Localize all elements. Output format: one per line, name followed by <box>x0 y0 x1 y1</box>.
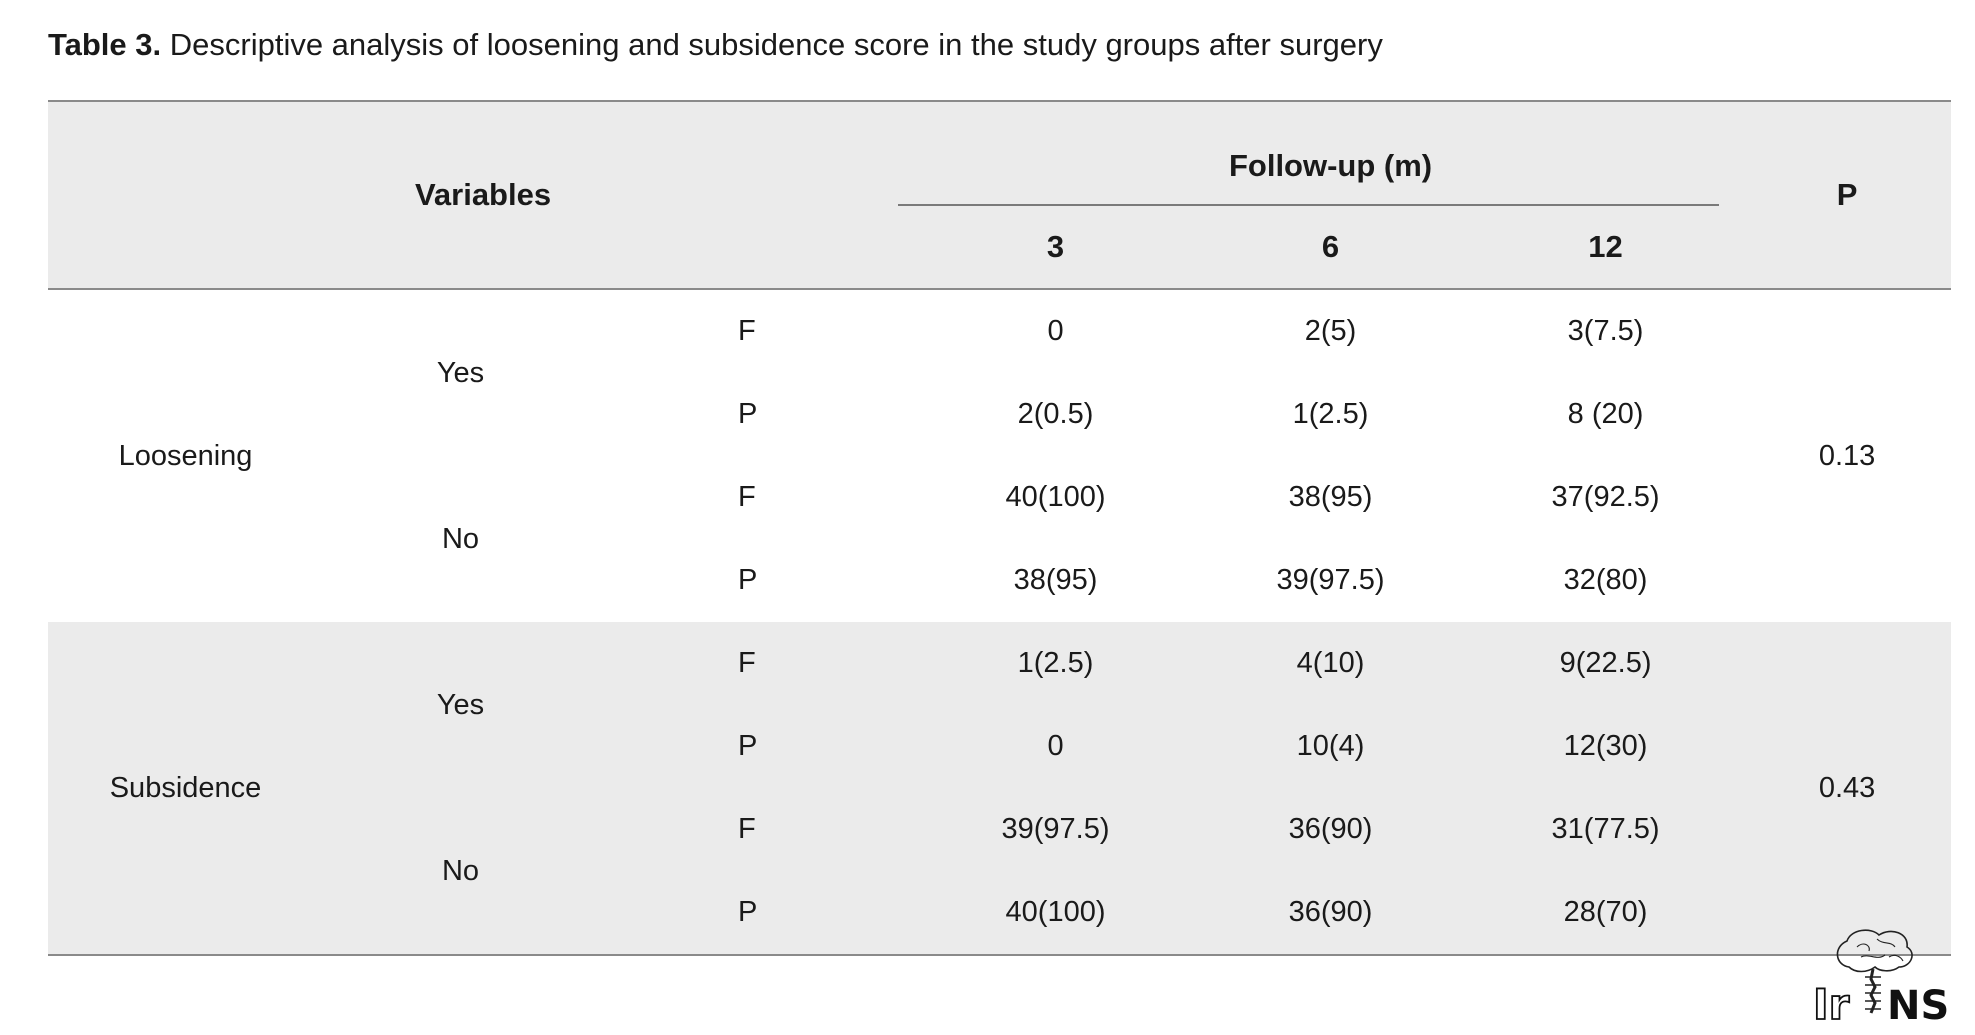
group-p-value: 0.13 <box>1818 439 1876 472</box>
table-cell: 2(0.5) <box>1017 398 1094 430</box>
svg-text:NS: NS <box>1887 983 1949 1023</box>
table-cell: 9(22.5) <box>1559 647 1652 679</box>
table-cell: 36(90) <box>1288 896 1373 928</box>
subgroup-label: Yes <box>436 356 485 389</box>
row-type: F <box>738 647 756 679</box>
subgroup-label: Yes <box>436 688 485 721</box>
table-cell: 28(70) <box>1563 896 1648 928</box>
results-table: Variables Follow-up (m) P 3 6 12 Looseni… <box>48 100 1952 956</box>
table-cell: 37(92.5) <box>1551 481 1660 513</box>
table-row: P 2(0.5) 1(2.5) 8 (20) <box>48 373 1951 456</box>
header-followup: Follow-up (m) <box>1228 148 1433 183</box>
group-loosening: Loosening Yes F 0 2(5) 3(7.5) 0.13 P 2(0… <box>48 289 1951 622</box>
header-p: P <box>1836 177 1858 212</box>
table-cell: 3(7.5) <box>1567 315 1644 347</box>
header-month-12: 12 <box>1588 229 1623 264</box>
table-cell: 39(97.5) <box>1276 564 1385 596</box>
table-cell: 36(90) <box>1288 813 1373 845</box>
table-row: Loosening Yes F 0 2(5) 3(7.5) 0.13 <box>48 289 1951 472</box>
table-cell: 32(80) <box>1563 564 1648 596</box>
table-cell: 38(95) <box>1288 481 1373 513</box>
table-cell: 1(2.5) <box>1017 647 1094 679</box>
group-subsidence: Subsidence Yes F 1(2.5) 4(10) 9(22.5) 0.… <box>48 622 1952 955</box>
row-type: F <box>738 481 756 513</box>
row-type: P <box>738 896 758 928</box>
header-month-3: 3 <box>1046 229 1065 264</box>
table-header: Variables Follow-up (m) P 3 6 12 <box>48 101 1952 289</box>
header-variables: Variables <box>414 177 552 212</box>
header-month-6: 6 <box>1321 229 1340 264</box>
table-cell: 1(2.5) <box>1292 398 1369 430</box>
table-cell: 39(97.5) <box>1001 813 1110 845</box>
followup-divider <box>898 204 1720 206</box>
table-row: No F 39(97.5) 36(90) 31(77.5) <box>48 788 1952 887</box>
row-type: P <box>738 398 758 430</box>
table-row: Subsidence Yes F 1(2.5) 4(10) 9(22.5) 0.… <box>48 622 1952 804</box>
table-cell: 12(30) <box>1563 730 1648 762</box>
row-type: P <box>738 730 758 762</box>
table-caption: Table 3. Descriptive analysis of looseni… <box>48 22 1383 68</box>
row-type: P <box>738 564 758 596</box>
group-name: Subsidence <box>109 771 262 804</box>
table-cell: 40(100) <box>1005 481 1106 513</box>
caption-text: Descriptive analysis of loosening and su… <box>161 27 1383 62</box>
table-cell: 4(10) <box>1296 647 1365 679</box>
table-row: P 38(95) 39(97.5) 32(80) <box>48 539 1951 622</box>
table-cell: 31(77.5) <box>1551 813 1660 845</box>
table-row: No F 40(100) 38(95) 37(92.5) <box>48 456 1951 555</box>
table-cell: 8 (20) <box>1567 398 1644 430</box>
group-p-value: 0.43 <box>1818 771 1876 804</box>
table-cell: 0 <box>1047 730 1064 762</box>
table-cell: 0 <box>1047 315 1064 347</box>
row-type: F <box>738 813 756 845</box>
svg-text:Ir: Ir <box>1813 980 1850 1023</box>
subgroup-label: No <box>441 522 480 555</box>
brain-spine-logo-icon: Ir NS <box>1805 927 1955 1030</box>
table-cell: 10(4) <box>1296 730 1365 762</box>
table-cell: 40(100) <box>1005 896 1106 928</box>
subgroup-label: No <box>441 854 480 887</box>
table-cell: 2(5) <box>1304 315 1357 347</box>
table-cell: 38(95) <box>1013 564 1098 596</box>
row-type: F <box>738 315 756 347</box>
group-name: Loosening <box>118 439 253 472</box>
caption-label: Table 3. <box>48 27 162 62</box>
